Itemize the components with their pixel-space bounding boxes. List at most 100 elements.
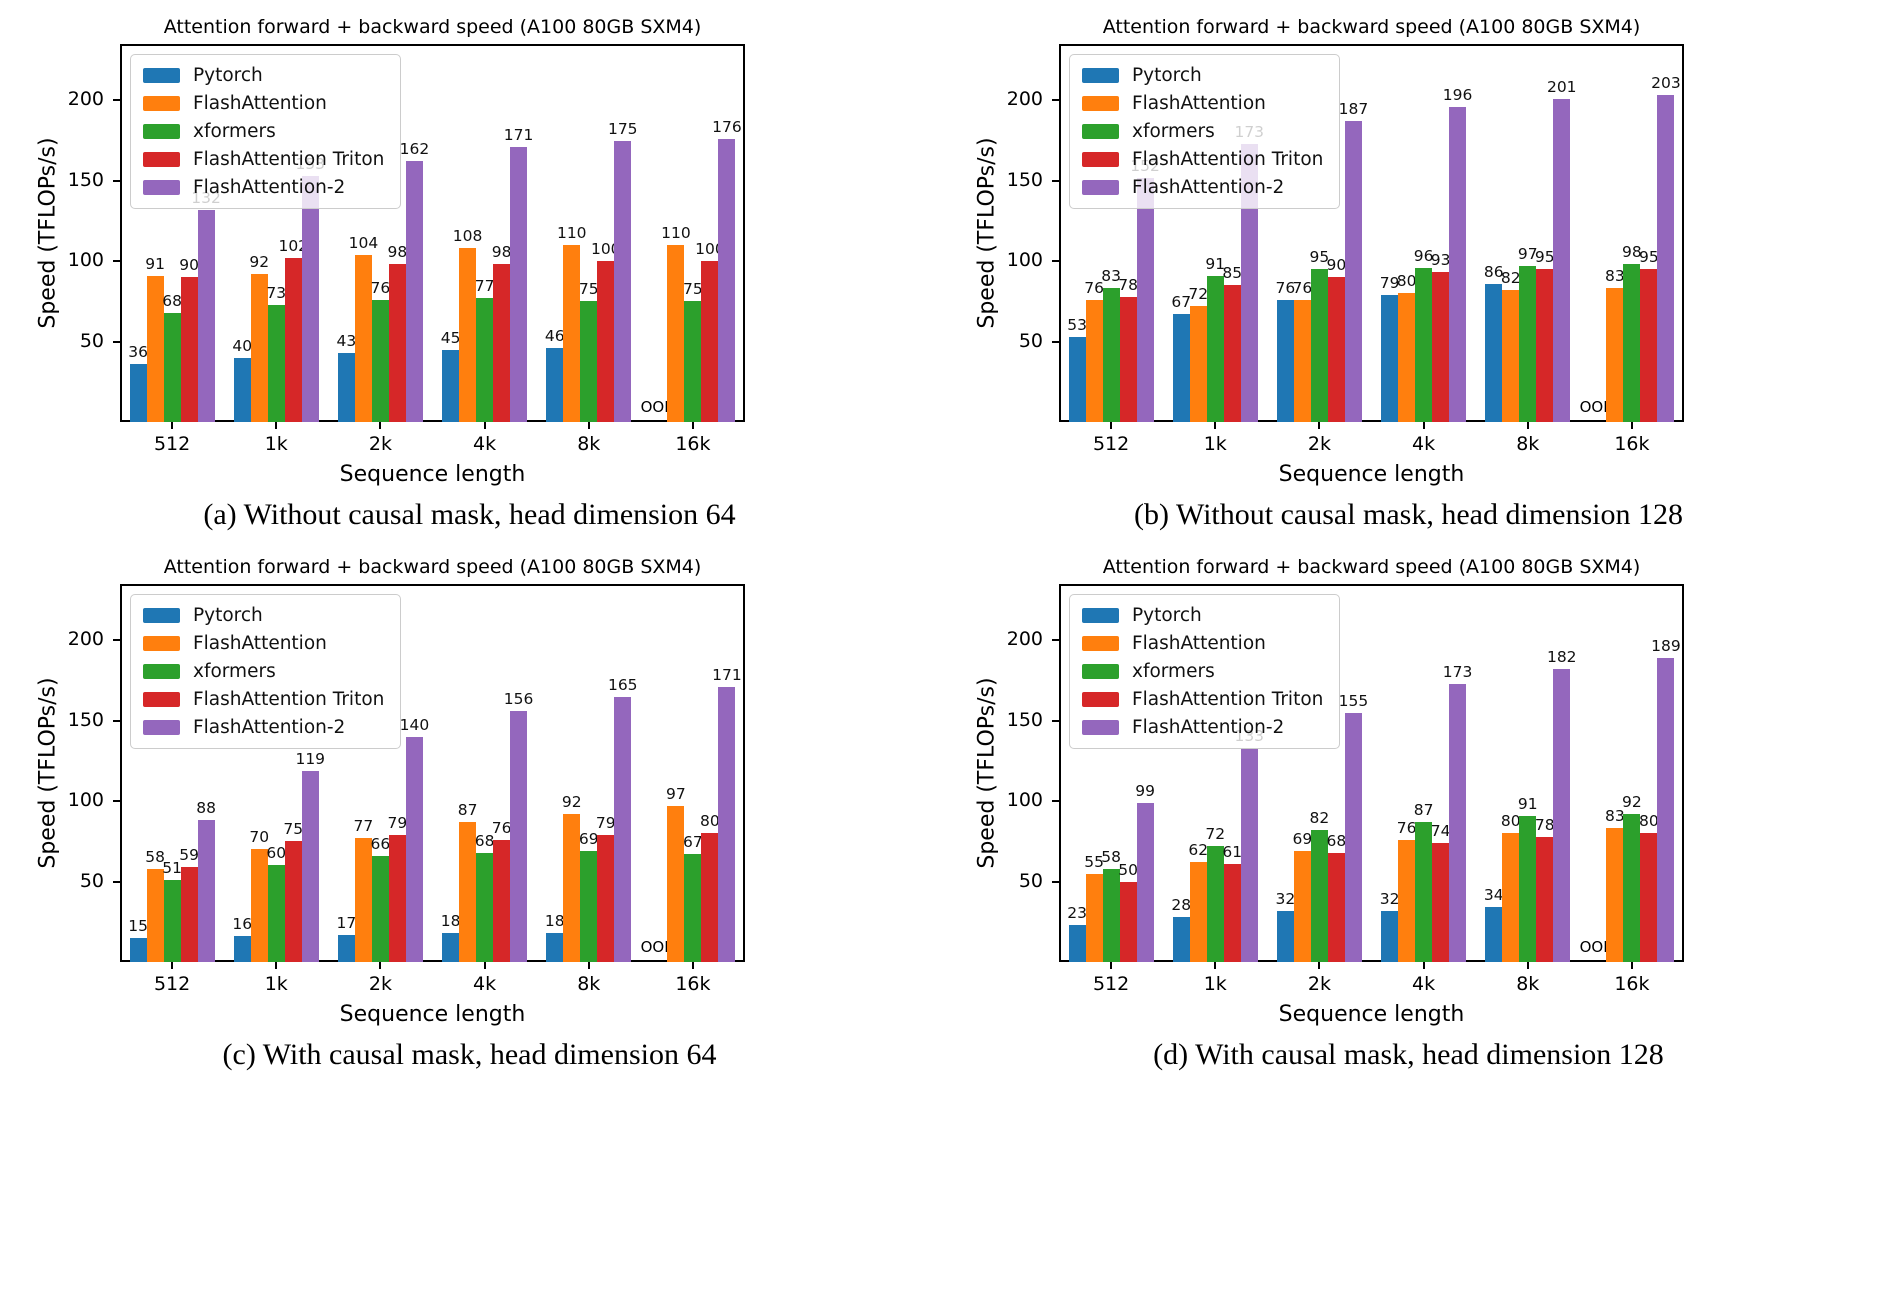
legend-swatch-icon [143, 636, 180, 651]
y-tick-label: 150 [67, 168, 104, 191]
bar-flashattention-2k [354, 838, 372, 962]
bar-value-label: 32 [1275, 889, 1296, 908]
bar-value-label: 16 [232, 915, 253, 934]
caption-c: (c) With causal mask, head dimension 64 [222, 1038, 717, 1071]
bar-flashattention-2-2k [405, 736, 423, 962]
bar-flashattention-triton-512 [180, 277, 198, 422]
bar-flashattention-2-2k [1344, 712, 1362, 962]
bar-xformers-16k [1623, 814, 1641, 962]
bar-flashattention-triton-512 [1119, 296, 1137, 422]
y-tick-mark [113, 800, 120, 803]
x-tick-mark [1630, 422, 1633, 429]
legend-swatch-icon [1082, 96, 1119, 111]
bar-xformers-16k [684, 301, 702, 422]
x-tick-label: 16k [675, 433, 711, 455]
x-tick-label: 4k [1412, 973, 1436, 995]
x-tick-mark [171, 422, 174, 429]
bar-value-label: 32 [1379, 889, 1400, 908]
x-tick-mark [483, 422, 486, 429]
x-tick-label: 4k [473, 433, 497, 455]
bar-pytorch-8k [546, 348, 564, 422]
caption-d: (d) With causal mask, head dimension 128 [1153, 1038, 1664, 1071]
bar-value-label: 72 [1188, 285, 1209, 304]
bar-value-label: 79 [387, 813, 408, 832]
chart-panel-c: Attention forward + backward speed (A100… [0, 548, 939, 1088]
bar-flashattention-512 [146, 275, 164, 422]
bar-flashattention-2k [354, 254, 372, 422]
bar-pytorch-2k [337, 352, 355, 422]
bar-value-label: 69 [1292, 830, 1313, 848]
bar-value-label: 77 [474, 277, 495, 296]
bar-value-label: 171 [503, 125, 534, 144]
x-tick-label: 8k [1516, 973, 1540, 995]
legend-label: FlashAttention Triton [1132, 689, 1324, 710]
x-tick-label: 16k [1614, 433, 1650, 455]
bar-value-label: 83 [1605, 807, 1625, 826]
legend-label: FlashAttention [1132, 633, 1266, 654]
x-axis-label: Sequence length [1278, 1002, 1465, 1027]
bar-value-label: 68 [162, 291, 182, 310]
x-tick-mark [1630, 962, 1633, 969]
bar-value-label: 60 [266, 844, 287, 863]
legend-entry-flashattention-2: FlashAttention-2 [143, 177, 384, 198]
bar-flashattention-triton-4k [493, 839, 511, 962]
y-tick-label: 100 [67, 249, 104, 272]
y-axis-label: Speed (TFLOPs/s) [974, 677, 1000, 869]
x-tick-mark [587, 962, 590, 969]
bar-value-label: 104 [348, 233, 379, 252]
bar-xformers-4k [1415, 822, 1433, 962]
bar-flashattention-4k [459, 822, 477, 962]
y-tick-label: 50 [1018, 329, 1043, 352]
bar-value-label: 176 [712, 117, 742, 136]
x-tick-mark [1110, 962, 1113, 969]
bar-xformers-512 [163, 312, 181, 422]
x-tick-label: 1k [264, 973, 288, 995]
x-tick-label: 1k [1203, 973, 1227, 995]
bar-value-label: 98 [387, 243, 408, 262]
legend-swatch-icon [143, 180, 180, 195]
bar-flashattention-4k [1398, 293, 1416, 422]
bar-value-label: 73 [266, 283, 287, 302]
bar-flashattention-triton-2k [1327, 852, 1345, 962]
bar-flashattention-8k [1502, 290, 1520, 422]
legend-entry-flashattention: FlashAttention [143, 633, 384, 654]
bar-value-label: 173 [1442, 662, 1473, 681]
bar-value-label: 85 [1222, 264, 1243, 283]
bar-pytorch-512 [129, 364, 147, 422]
bar-value-label: 201 [1546, 77, 1577, 96]
caption-b: (b) Without causal mask, head dimension … [1134, 498, 1683, 531]
bar-value-label: 171 [712, 665, 742, 684]
bar-value-label: 76 [1084, 278, 1104, 297]
x-tick-mark [1318, 962, 1321, 969]
legend-label: FlashAttention Triton [193, 689, 385, 710]
bar-pytorch-1k [233, 936, 251, 962]
bar-value-label: 97 [1517, 244, 1538, 263]
bar-pytorch-4k [1381, 294, 1399, 422]
legend-label: Pytorch [1132, 605, 1202, 626]
legend-entry-flashattention: FlashAttention [1082, 93, 1323, 114]
bar-value-label: 76 [1275, 278, 1296, 297]
bar-value-label: 99 [1135, 781, 1155, 800]
bar-value-label: 83 [1101, 267, 1121, 286]
x-tick-mark [275, 962, 278, 969]
legend-entry-flashattention-2: FlashAttention-2 [1082, 717, 1323, 738]
x-tick-label: 8k [1516, 433, 1540, 455]
bar-xformers-16k [684, 854, 702, 962]
legend-entry-flashattention-triton: FlashAttention Triton [143, 149, 384, 170]
bar-flashattention-triton-512 [1119, 881, 1137, 962]
bar-value-label: 87 [1413, 801, 1434, 820]
bar-value-label: 182 [1546, 648, 1577, 667]
legend-swatch-icon [143, 720, 180, 735]
x-tick-mark [587, 422, 590, 429]
bar-value-label: 55 [1084, 852, 1104, 871]
legend-entry-xformers: xformers [1082, 661, 1323, 682]
legend-label: FlashAttention-2 [193, 717, 346, 738]
bar-flashattention-2-1k [301, 770, 319, 962]
legend-label: FlashAttention-2 [193, 177, 346, 198]
bar-value-label: 17 [336, 913, 357, 932]
x-tick-mark [379, 962, 382, 969]
bar-value-label: 91 [145, 254, 165, 273]
bar-flashattention-2-16k [1657, 95, 1675, 422]
legend-entry-xformers: xformers [143, 121, 384, 142]
legend-swatch-icon [1082, 608, 1119, 623]
